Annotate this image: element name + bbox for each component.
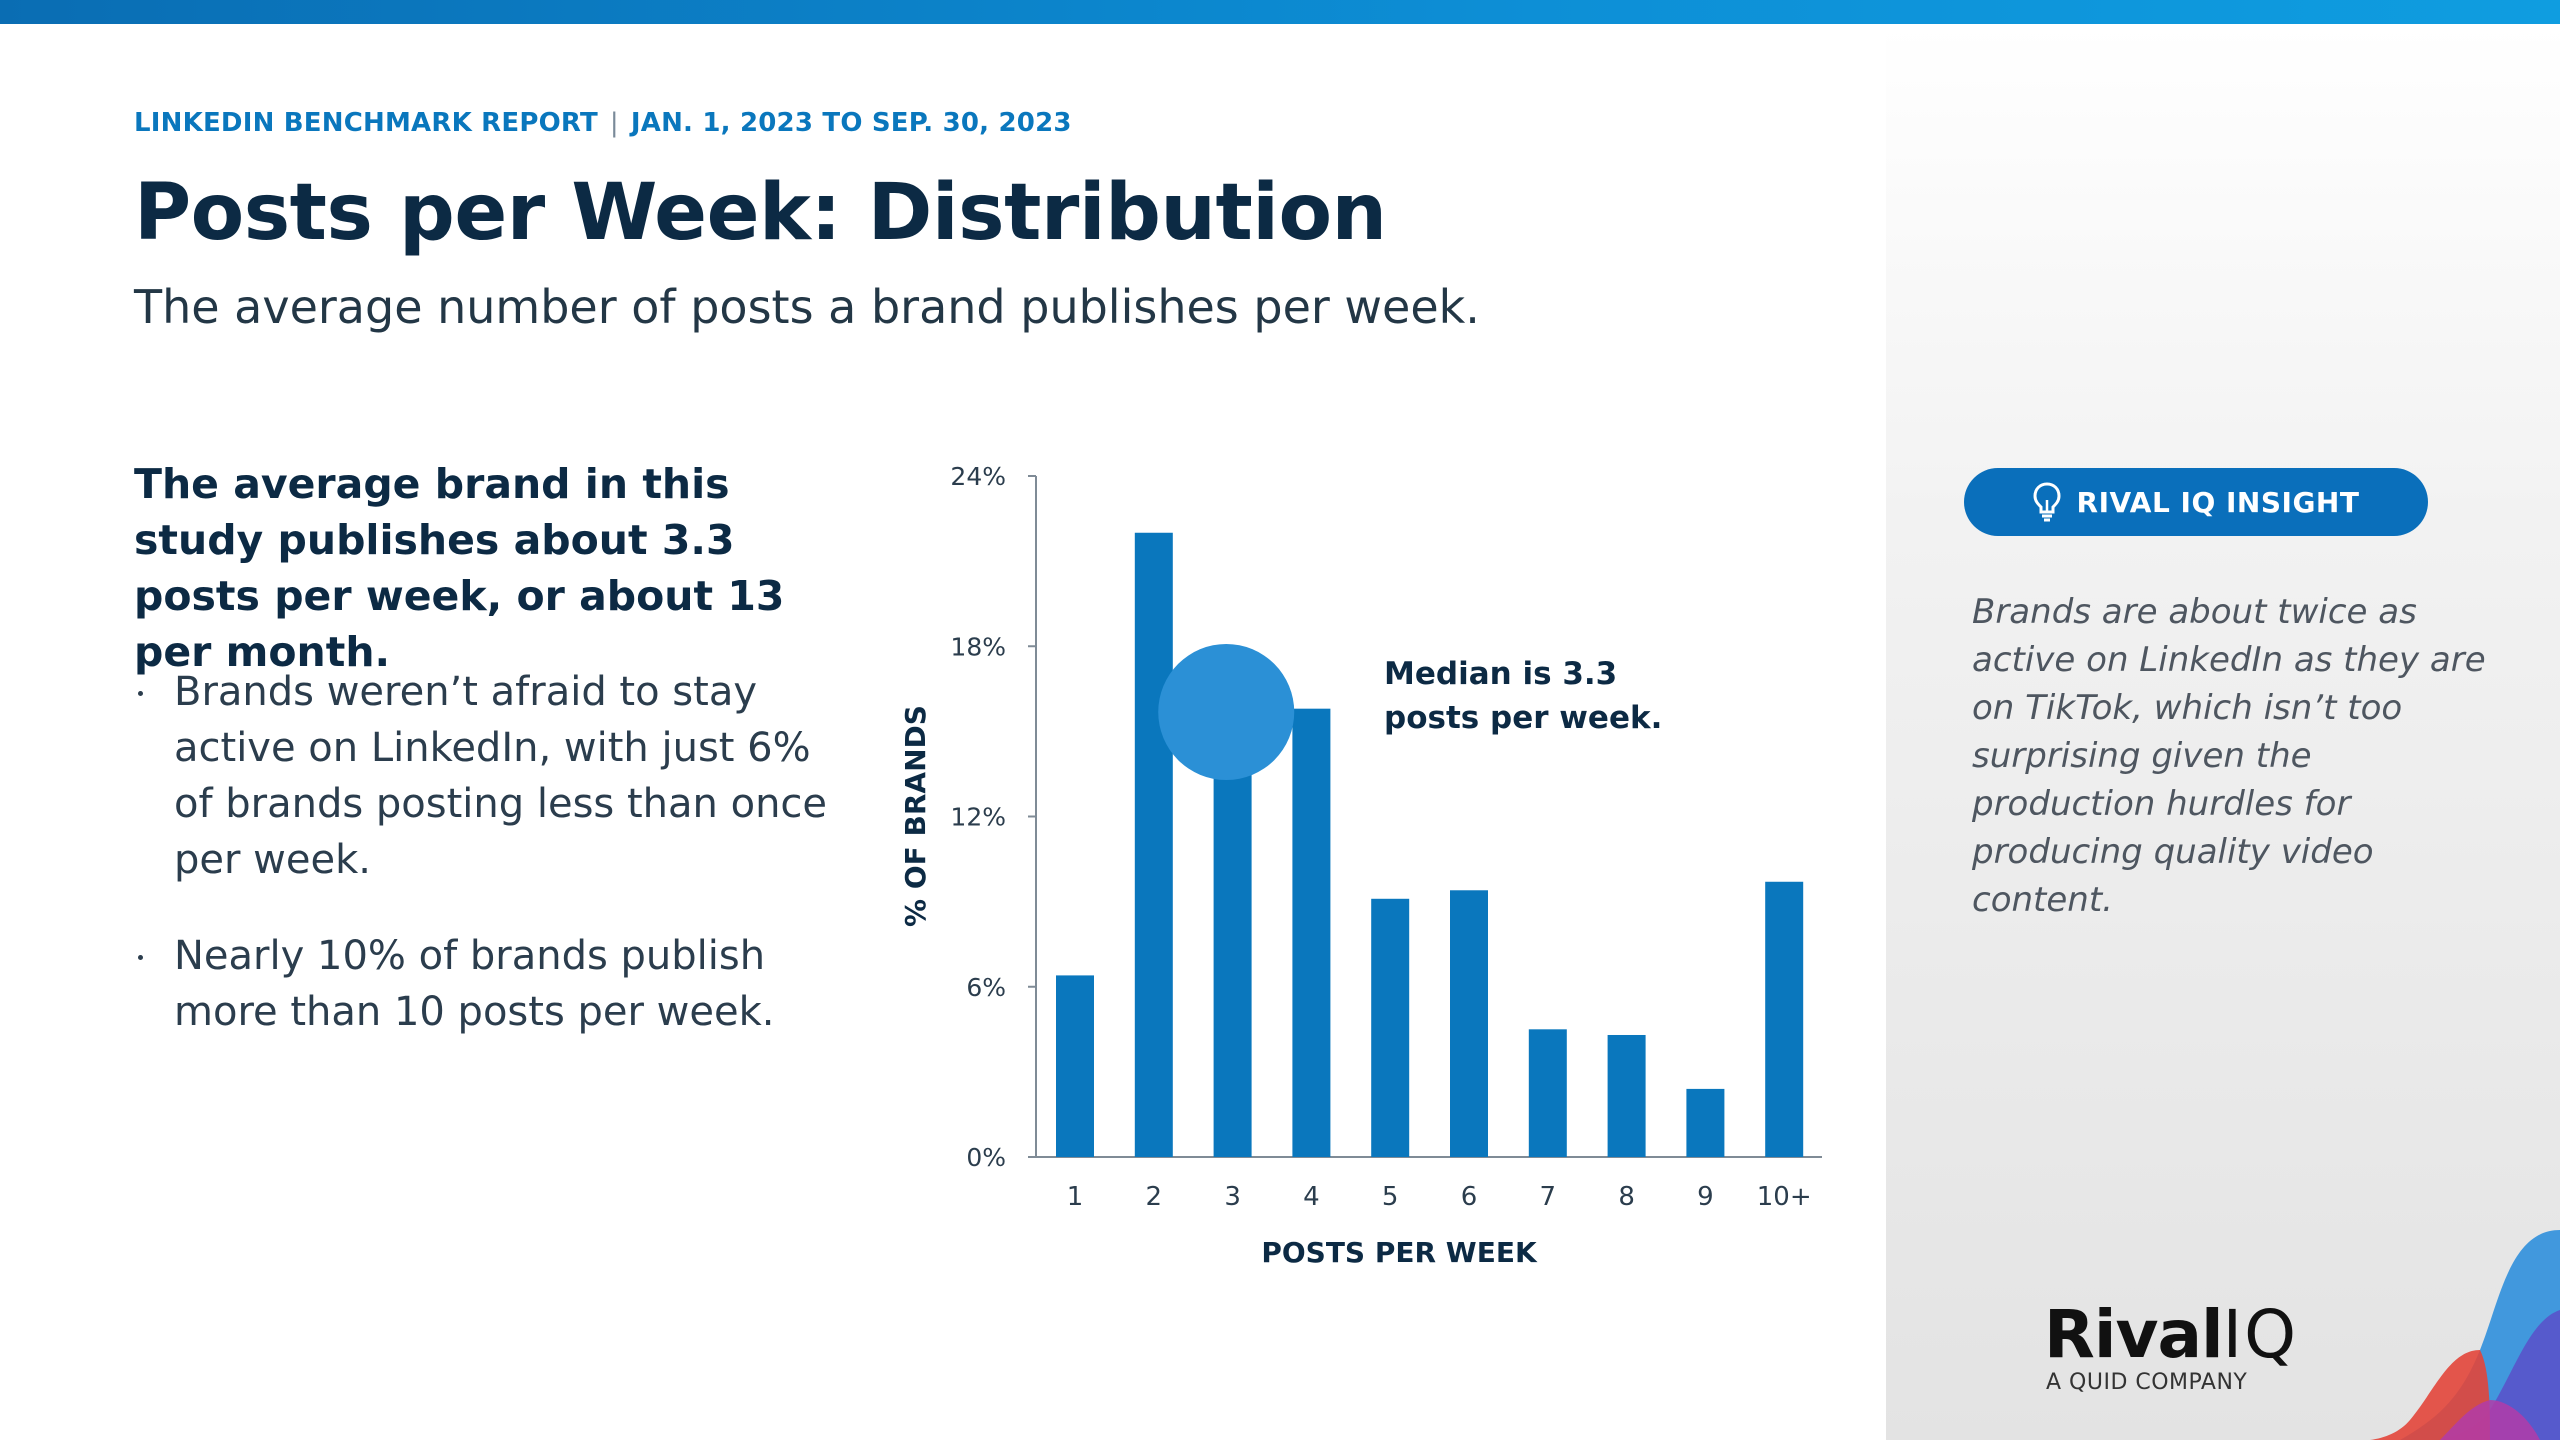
y-tick-label: 24% [950,462,1006,491]
bar [1450,890,1488,1157]
insight-panel [1886,24,2560,1440]
x-axis-title: POSTS PER WEEK [1261,1236,1538,1269]
page-title: Posts per Week: Distribution [134,168,1387,258]
x-tick-label: 9 [1697,1182,1714,1212]
x-tick-label: 1 [1067,1182,1084,1212]
lightbulb-icon [2033,482,2061,522]
summary-bullets: Brands weren’t afraid to stay active on … [134,664,854,1080]
eyebrow-separator: | [609,108,619,138]
bullet-item: Brands weren’t afraid to stay active on … [134,664,854,888]
y-tick-label: 12% [950,803,1006,832]
bar [1292,708,1331,1157]
brand-logo: RivalIQ [2044,1296,2298,1373]
x-tick-label: 7 [1540,1182,1557,1212]
median-marker [1158,644,1295,780]
bar [1528,1029,1567,1157]
median-annotation-line: Median is 3.3 [1384,656,1617,692]
bar [1765,881,1804,1157]
bar [1686,1088,1725,1157]
top-accent-bar [0,0,2560,24]
bar [1371,898,1410,1157]
bullet-item: Nearly 10% of brands publish more than 1… [134,928,854,1040]
summary-lead: The average brand in this study publishe… [134,460,785,676]
insight-text: Brands are about twice as active on Link… [1972,592,2486,920]
median-annotation-line: posts per week. [1384,700,1662,736]
median-annotation: Median is 3.3 posts per week. [1384,656,1662,736]
report-eyebrow: LINKEDIN BENCHMARK REPORT | JAN. 1, 2023 T… [134,108,1072,138]
y-axis-title: % OF BRANDS [899,705,932,927]
bar [1607,1034,1646,1157]
x-tick-label: 5 [1382,1182,1399,1212]
x-tick-label: 8 [1618,1182,1635,1212]
x-tick-label: 3 [1224,1182,1241,1212]
insight-badge: RIVAL IQ INSIGHT [1964,468,2428,536]
x-tick-label: 6 [1461,1182,1478,1212]
x-tick-label: 4 [1303,1182,1320,1212]
x-tick-label: 10+ [1757,1182,1812,1212]
decorative-waves [2370,1230,2560,1440]
brand-name-light: IQ [2222,1296,2299,1373]
report-date-range: JAN. 1, 2023 TO SEP. 30, 2023 [630,108,1072,138]
brand-tagline: A QUID COMPANY [2046,1370,2248,1395]
brand-name-bold: Rival [2044,1296,2224,1373]
bar [1134,532,1173,1157]
bar [1213,717,1252,1157]
bar [1056,975,1094,1157]
x-tick-label: 2 [1146,1182,1163,1212]
y-tick-label: 0% [966,1143,1006,1172]
insight-label: RIVAL IQ INSIGHT [2076,485,2360,519]
page-subtitle: The average number of posts a brand publ… [134,280,1480,334]
y-tick-label: 18% [950,632,1006,661]
report-name: LINKEDIN BENCHMARK REPORT [134,108,598,138]
y-tick-label: 6% [966,973,1006,1002]
